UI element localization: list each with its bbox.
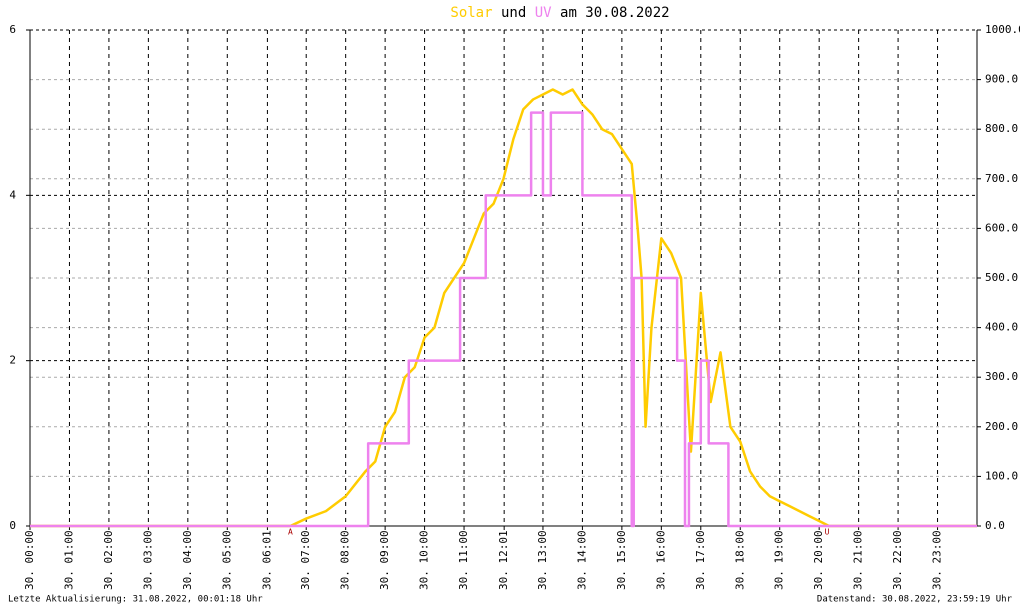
x-tick-label: 30. 07:00 [299,530,312,590]
x-tick-label: 30. 17:00 [694,530,707,590]
y2-tick-label: 500.0 [985,271,1018,284]
x-tick-label: 30. 19:00 [773,530,786,590]
y2-tick-label: 0.0 [985,519,1005,532]
x-tick-label: 30. 23:00 [931,530,944,590]
x-tick-label: 30. 04:00 [181,530,194,590]
y-tick-label: 0 [9,519,16,532]
x-tick-label: 30. 01:00 [62,530,75,590]
title-uv: UV [535,5,552,21]
series-line [30,88,977,528]
x-tick-label: 30. 11:00 [457,530,470,590]
y-tick-label: 6 [9,23,16,36]
x-tick-label: 30. 08:00 [339,530,352,590]
y2-tick-label: 400.0 [985,321,1018,334]
x-tick-label: 30. 05:00 [220,530,233,590]
x-tick-label: 30. 15:00 [615,530,628,590]
x-tick-label: 30. 03:00 [141,530,154,590]
x-tick-label: 30. 14:00 [575,530,588,590]
x-tick-label: 30. 20:00 [812,530,825,590]
footer-right: Datenstand: 30.08.2022, 23:59:19 Uhr [817,595,1013,605]
x-tick-label: 30. 21:00 [852,530,865,590]
y2-tick-label: 1000.0 [985,23,1020,36]
x-tick-label: 30. 09:00 [378,530,391,590]
y2-tick-label: 800.0 [985,122,1018,135]
y2-tick-label: 300.0 [985,370,1018,383]
y2-tick-label: 600.0 [985,221,1018,234]
x-tick-label: 30. 02:00 [102,530,115,590]
y2-tick-label: 100.0 [985,469,1018,482]
y-tick-label: 4 [9,188,16,201]
y-tick-label: 2 [9,354,16,367]
x-tick-label: 30. 22:00 [891,530,904,590]
x-tick-label: 30. 12:01 [497,530,510,590]
x-tick-label: 30. 18:00 [733,530,746,590]
y2-tick-label: 700.0 [985,172,1018,185]
title-und: und [501,5,526,21]
y2-tick-label: 900.0 [985,73,1018,86]
x-tick-label: 30. 00:00 [23,530,36,590]
title-solar: Solar [450,5,492,21]
annotation: U [825,528,830,537]
x-tick-label: 30. 16:00 [654,530,667,590]
chart-title: Solar und UV am 30.08.2022 [450,5,669,21]
series-line [30,111,977,528]
annotation: A [288,528,293,537]
title-date: am 30.08.2022 [560,5,670,21]
x-tick-label: 30. 06:01 [260,530,273,590]
y2-tick-label: 200.0 [985,420,1018,433]
x-tick-label: 30. 13:00 [536,530,549,590]
footer-left: Letzte Aktualisierung: 31.08.2022, 00:01… [8,595,263,605]
x-tick-label: 30. 10:00 [418,530,431,590]
